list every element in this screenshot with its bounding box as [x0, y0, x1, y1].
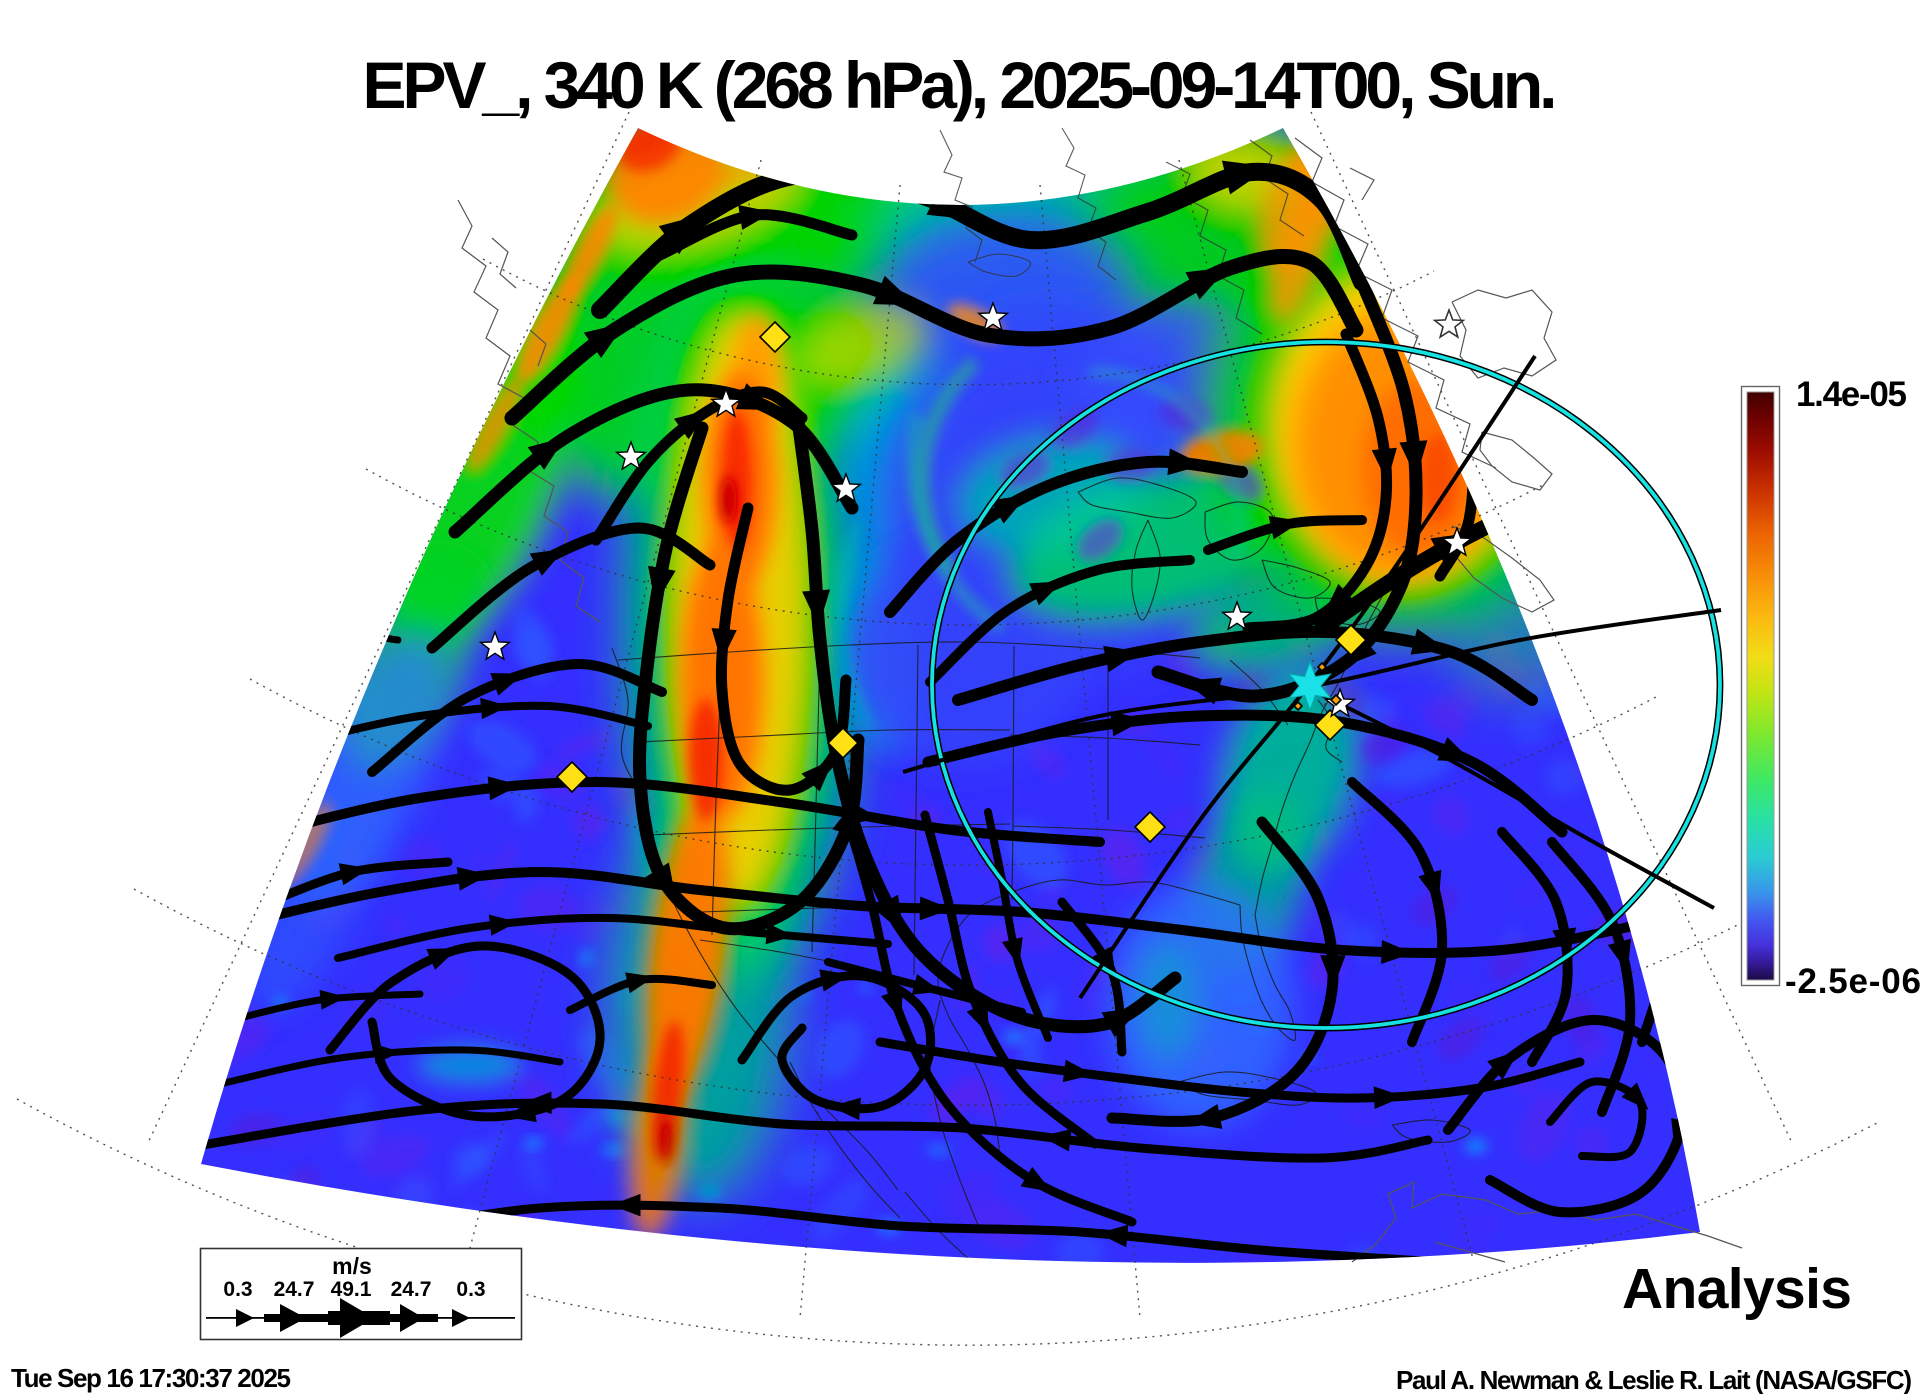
- svg-text:Tue Sep 16 17:30:37 2025: Tue Sep 16 17:30:37 2025: [11, 1363, 291, 1393]
- svg-text:EPV_, 340 K (268 hPa), 2025-09: EPV_, 340 K (268 hPa), 2025-09-14T00, Su…: [363, 48, 1558, 122]
- svg-text:-2.5e-06: -2.5e-06: [1785, 962, 1921, 1001]
- svg-text:m/s: m/s: [332, 1253, 372, 1279]
- svg-text:1.4e-05: 1.4e-05: [1796, 375, 1907, 414]
- svg-text:24.7: 24.7: [274, 1278, 315, 1301]
- svg-text:Paul A. Newman & Leslie R. Lai: Paul A. Newman & Leslie R. Lait (NASA/GS…: [1396, 1365, 1912, 1394]
- svg-text:24.7: 24.7: [391, 1278, 432, 1301]
- svg-text:0.3: 0.3: [456, 1278, 485, 1301]
- svg-text:49.1: 49.1: [331, 1278, 372, 1301]
- svg-text:Analysis: Analysis: [1622, 1257, 1852, 1321]
- svg-text:0.3: 0.3: [223, 1278, 252, 1301]
